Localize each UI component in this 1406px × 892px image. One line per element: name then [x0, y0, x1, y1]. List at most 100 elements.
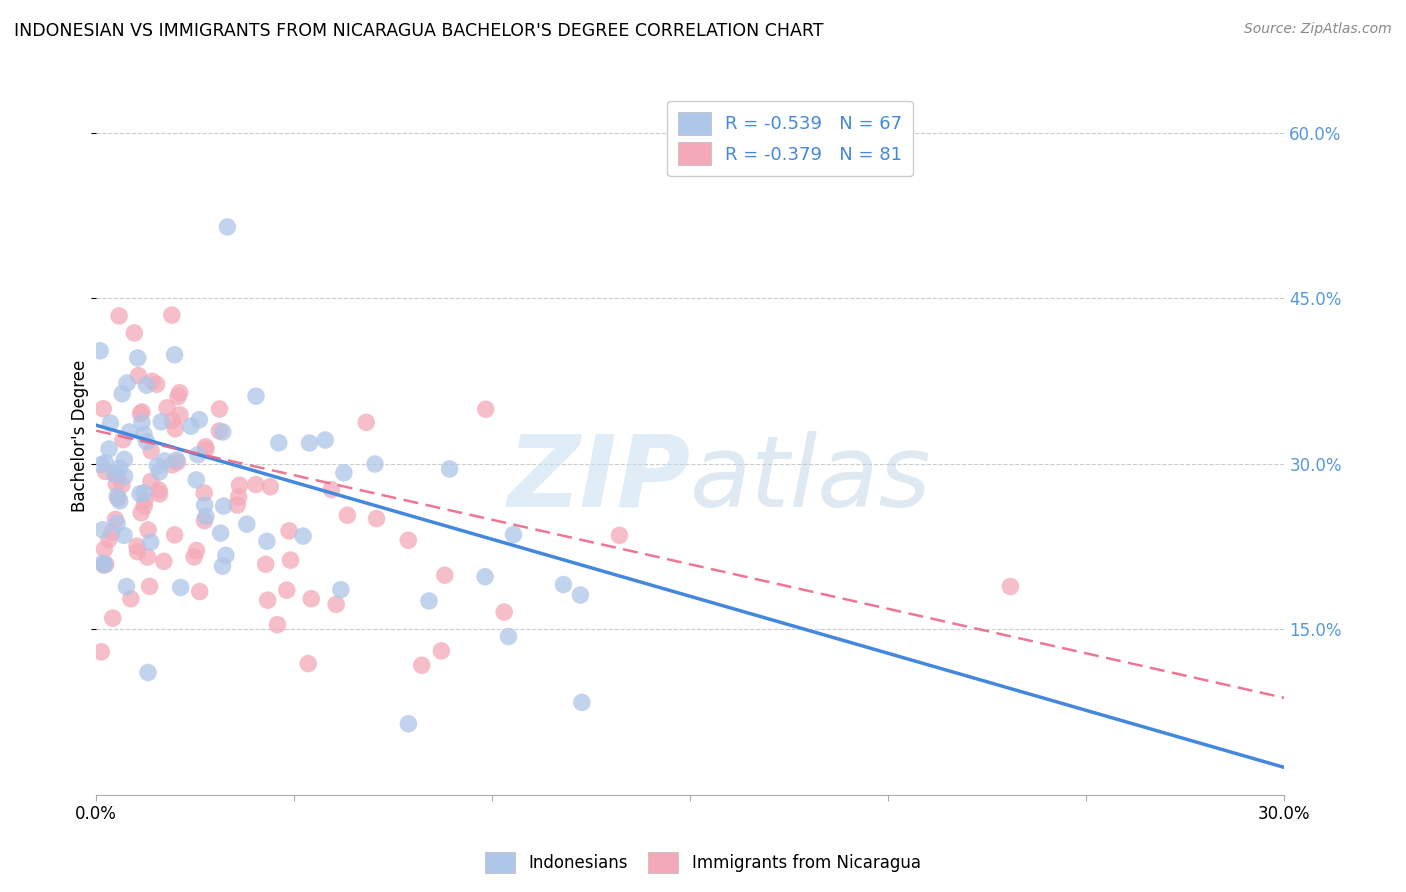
- Point: [188, 584, 211, 599]
- Point: [131, 416, 153, 430]
- Point: [553, 577, 575, 591]
- Point: [494, 605, 516, 619]
- Point: [209, 526, 232, 541]
- Point: [134, 499, 156, 513]
- Point: [139, 443, 162, 458]
- Point: [112, 452, 135, 467]
- Point: [211, 425, 233, 439]
- Point: [498, 630, 520, 644]
- Text: Source: ZipAtlas.com: Source: ZipAtlas.com: [1244, 22, 1392, 37]
- Point: [396, 533, 419, 548]
- Point: [101, 611, 124, 625]
- Point: [259, 480, 281, 494]
- Point: [127, 368, 149, 383]
- Point: [93, 558, 115, 572]
- Point: [94, 456, 117, 470]
- Point: [149, 487, 172, 501]
- Point: [236, 517, 259, 532]
- Point: [148, 483, 170, 497]
- Point: [280, 553, 302, 567]
- Point: [256, 593, 278, 607]
- Point: [135, 378, 157, 392]
- Point: [256, 534, 278, 549]
- Point: [267, 435, 290, 450]
- Point: [266, 617, 288, 632]
- Point: [120, 591, 142, 606]
- Y-axis label: Bachelor's Degree: Bachelor's Degree: [72, 360, 89, 512]
- Point: [297, 657, 319, 671]
- Point: [132, 485, 155, 500]
- Point: [111, 478, 134, 492]
- Point: [167, 390, 190, 404]
- Point: [569, 588, 592, 602]
- Point: [180, 419, 202, 434]
- Point: [314, 433, 336, 447]
- Legend: Indonesians, Immigrants from Nicaragua: Indonesians, Immigrants from Nicaragua: [479, 846, 927, 880]
- Point: [226, 498, 249, 512]
- Point: [254, 558, 277, 572]
- Point: [278, 524, 301, 538]
- Point: [433, 568, 456, 582]
- Point: [439, 462, 461, 476]
- Point: [609, 528, 631, 542]
- Point: [193, 486, 215, 500]
- Point: [245, 389, 267, 403]
- Point: [156, 401, 179, 415]
- Point: [139, 535, 162, 549]
- Point: [228, 490, 250, 504]
- Point: [228, 478, 250, 492]
- Point: [107, 491, 129, 506]
- Point: [105, 489, 128, 503]
- Point: [138, 579, 160, 593]
- Point: [366, 511, 388, 525]
- Point: [329, 582, 352, 597]
- Point: [127, 545, 149, 559]
- Point: [163, 528, 186, 542]
- Point: [125, 539, 148, 553]
- Point: [94, 464, 117, 478]
- Point: [136, 523, 159, 537]
- Point: [411, 658, 433, 673]
- Point: [162, 458, 184, 472]
- Point: [134, 493, 156, 508]
- Point: [187, 448, 209, 462]
- Point: [105, 477, 128, 491]
- Point: [115, 376, 138, 390]
- Point: [194, 509, 217, 524]
- Point: [474, 402, 496, 417]
- Point: [105, 516, 128, 531]
- Point: [136, 665, 159, 680]
- Point: [91, 556, 114, 570]
- Point: [208, 401, 231, 416]
- Point: [208, 424, 231, 438]
- Point: [108, 494, 131, 508]
- Point: [132, 427, 155, 442]
- Point: [193, 514, 215, 528]
- Point: [89, 343, 111, 358]
- Point: [299, 591, 322, 606]
- Point: [430, 644, 453, 658]
- Point: [354, 415, 377, 429]
- Point: [194, 440, 217, 454]
- Point: [127, 351, 149, 365]
- Point: [152, 554, 174, 568]
- Point: [105, 468, 128, 483]
- Point: [321, 483, 343, 497]
- Point: [333, 466, 356, 480]
- Point: [211, 559, 233, 574]
- Point: [129, 407, 152, 421]
- Point: [166, 453, 188, 467]
- Point: [93, 542, 115, 557]
- Point: [91, 558, 114, 572]
- Point: [135, 434, 157, 449]
- Point: [101, 525, 124, 540]
- Point: [474, 570, 496, 584]
- Point: [112, 528, 135, 542]
- Point: [215, 549, 238, 563]
- Point: [298, 436, 321, 450]
- Point: [186, 543, 208, 558]
- Point: [418, 594, 440, 608]
- Point: [166, 455, 188, 469]
- Point: [186, 473, 208, 487]
- Point: [336, 508, 359, 523]
